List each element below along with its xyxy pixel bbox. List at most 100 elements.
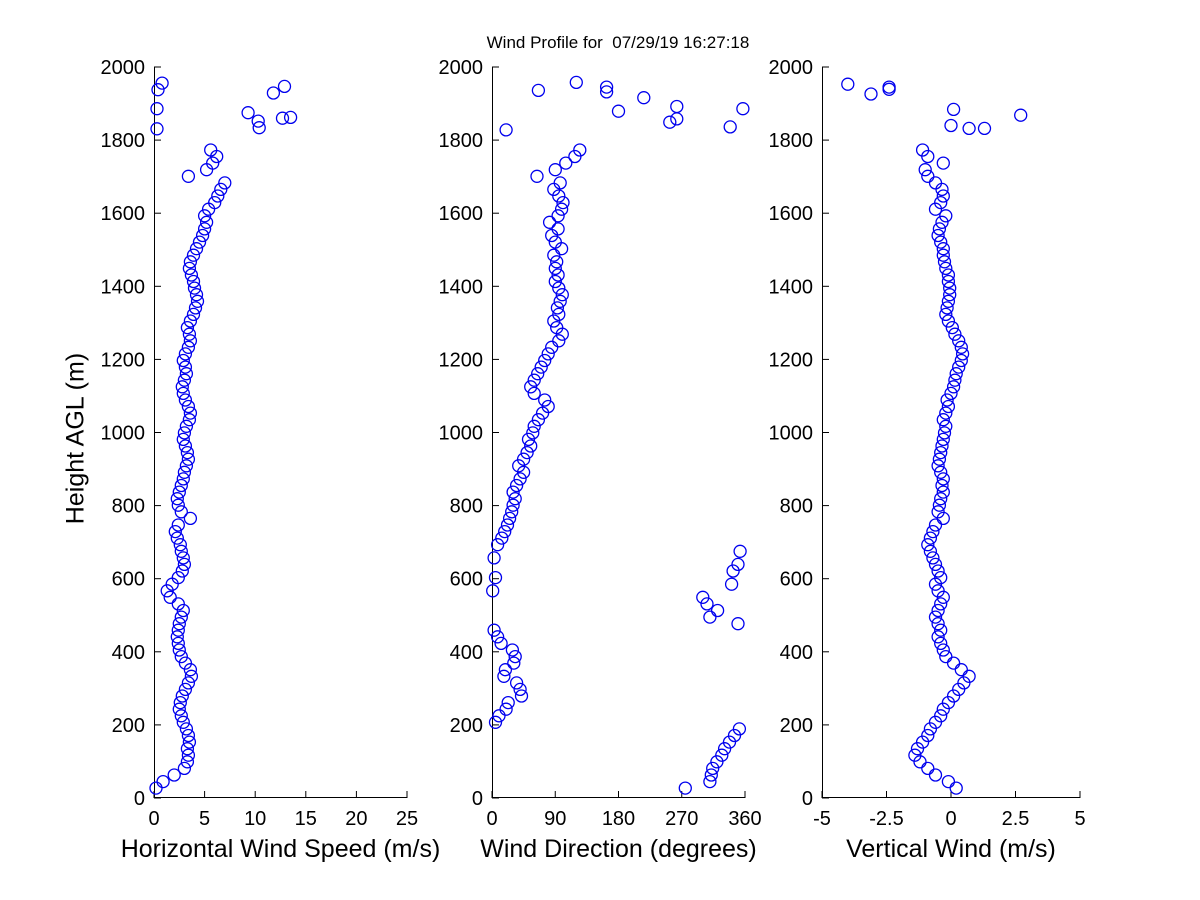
scatter-point: [923, 722, 938, 736]
scatter-point: [514, 689, 529, 703]
scatter-point: [190, 294, 205, 308]
y-tick-label: 1200: [769, 349, 814, 371]
x-tick-label: 360: [728, 808, 761, 830]
y-tick-label: 1800: [439, 130, 484, 152]
scatter-point: [548, 163, 562, 177]
scatter-point: [935, 182, 949, 197]
y-tick-label: 800: [450, 496, 483, 518]
y-tick-label: 0: [472, 788, 483, 810]
scatter-point: [500, 518, 515, 532]
scatter-point: [547, 248, 561, 262]
scatter-point: [977, 121, 992, 136]
scatter-point: [184, 268, 199, 282]
scatter-point: [941, 274, 956, 289]
scatter-point: [936, 485, 950, 499]
scatter-point: [946, 656, 961, 670]
scatter-point: [700, 597, 714, 611]
y-tick-label: 1000: [439, 423, 484, 445]
scatter-point: [736, 102, 750, 116]
scatter-point: [172, 643, 186, 657]
scatter-point: [179, 722, 194, 736]
y-tick-label: 2000: [439, 57, 484, 79]
scatter-point: [946, 689, 961, 703]
scatter-point: [527, 419, 541, 433]
scatter-point: [943, 281, 957, 295]
scatter-point: [946, 102, 961, 117]
scatter-point: [637, 91, 651, 105]
scatter-point: [554, 242, 569, 256]
scatter-point: [934, 445, 948, 460]
scatter-point: [936, 702, 950, 716]
vertical-wind-plot: -5 -2.5 0 2.5 5 0 200 400 600 800 1000 1200 1400 1600…: [769, 57, 1086, 830]
scatter-point: [531, 83, 546, 98]
scatter-point: [541, 347, 555, 361]
scatter-point: [498, 663, 513, 677]
scatter-point: [552, 281, 566, 295]
scatter-point: [160, 584, 174, 598]
scatter-point: [512, 459, 526, 473]
scatter-point: [954, 663, 968, 677]
scatter-point: [506, 498, 520, 512]
scatter-point: [949, 781, 963, 795]
scatter-point: [541, 399, 555, 414]
scatter-point: [931, 228, 945, 243]
x-tick-label: 25: [396, 808, 418, 830]
scatter-point: [494, 636, 508, 651]
scatter-point: [175, 380, 189, 394]
scatter-point: [941, 774, 956, 789]
scatter-point: [180, 320, 195, 335]
scatter-point: [556, 195, 570, 210]
x-tick-label: 0: [945, 808, 956, 830]
scatter-point: [559, 156, 573, 170]
scatter-point: [495, 531, 509, 545]
scatter-point: [506, 485, 520, 499]
scatter-point: [186, 307, 201, 322]
scatter-point: [932, 222, 947, 236]
scatter-point: [936, 242, 950, 256]
scatter-point: [611, 104, 626, 118]
scatter-point: [524, 439, 538, 453]
scatter-point: [599, 80, 614, 94]
scatter-point: [499, 702, 513, 716]
y-tick-label: 0: [802, 788, 813, 810]
x-tick-label: 0: [148, 808, 159, 830]
y-tick-label: 400: [450, 642, 483, 664]
scatter-point: [530, 169, 544, 183]
scatter-point: [177, 465, 192, 479]
scatter-point: [498, 524, 512, 539]
scatter-point: [732, 722, 747, 736]
scatter-point: [935, 439, 949, 453]
x-axis-label-direction: Wind Direction (degrees): [480, 835, 757, 863]
scatter-point: [531, 413, 546, 427]
scatter-point: [939, 209, 953, 223]
scatter-point: [183, 406, 198, 420]
scatter-point: [551, 209, 565, 223]
scatter-point: [170, 630, 184, 644]
scatter-point: [934, 709, 948, 723]
scatter-point: [923, 531, 938, 545]
x-tick-label: 5: [1074, 808, 1085, 830]
scatter-point: [573, 143, 587, 157]
x-tick-label: 90: [544, 808, 566, 830]
scatter-point: [501, 695, 515, 710]
scatter-point: [509, 676, 524, 690]
scatter-point: [171, 570, 185, 585]
scatter-point: [921, 728, 935, 743]
y-tick-label: 200: [112, 715, 145, 737]
scatter-point: [934, 570, 948, 585]
scatter-point: [921, 761, 935, 776]
scatter-point: [962, 121, 976, 136]
scatter-point: [928, 610, 943, 624]
scatter-point: [156, 774, 170, 789]
y-tick-label: 1600: [769, 203, 814, 225]
scatter-point: [184, 669, 199, 683]
scatter-point: [936, 432, 950, 447]
scatter-point: [179, 459, 194, 473]
scatter-point: [678, 781, 692, 795]
scatter-point: [931, 630, 945, 644]
scatter-point: [548, 235, 562, 249]
scatter-point: [178, 347, 193, 361]
scatter-point: [177, 373, 192, 387]
y-tick-label: 1600: [439, 203, 484, 225]
